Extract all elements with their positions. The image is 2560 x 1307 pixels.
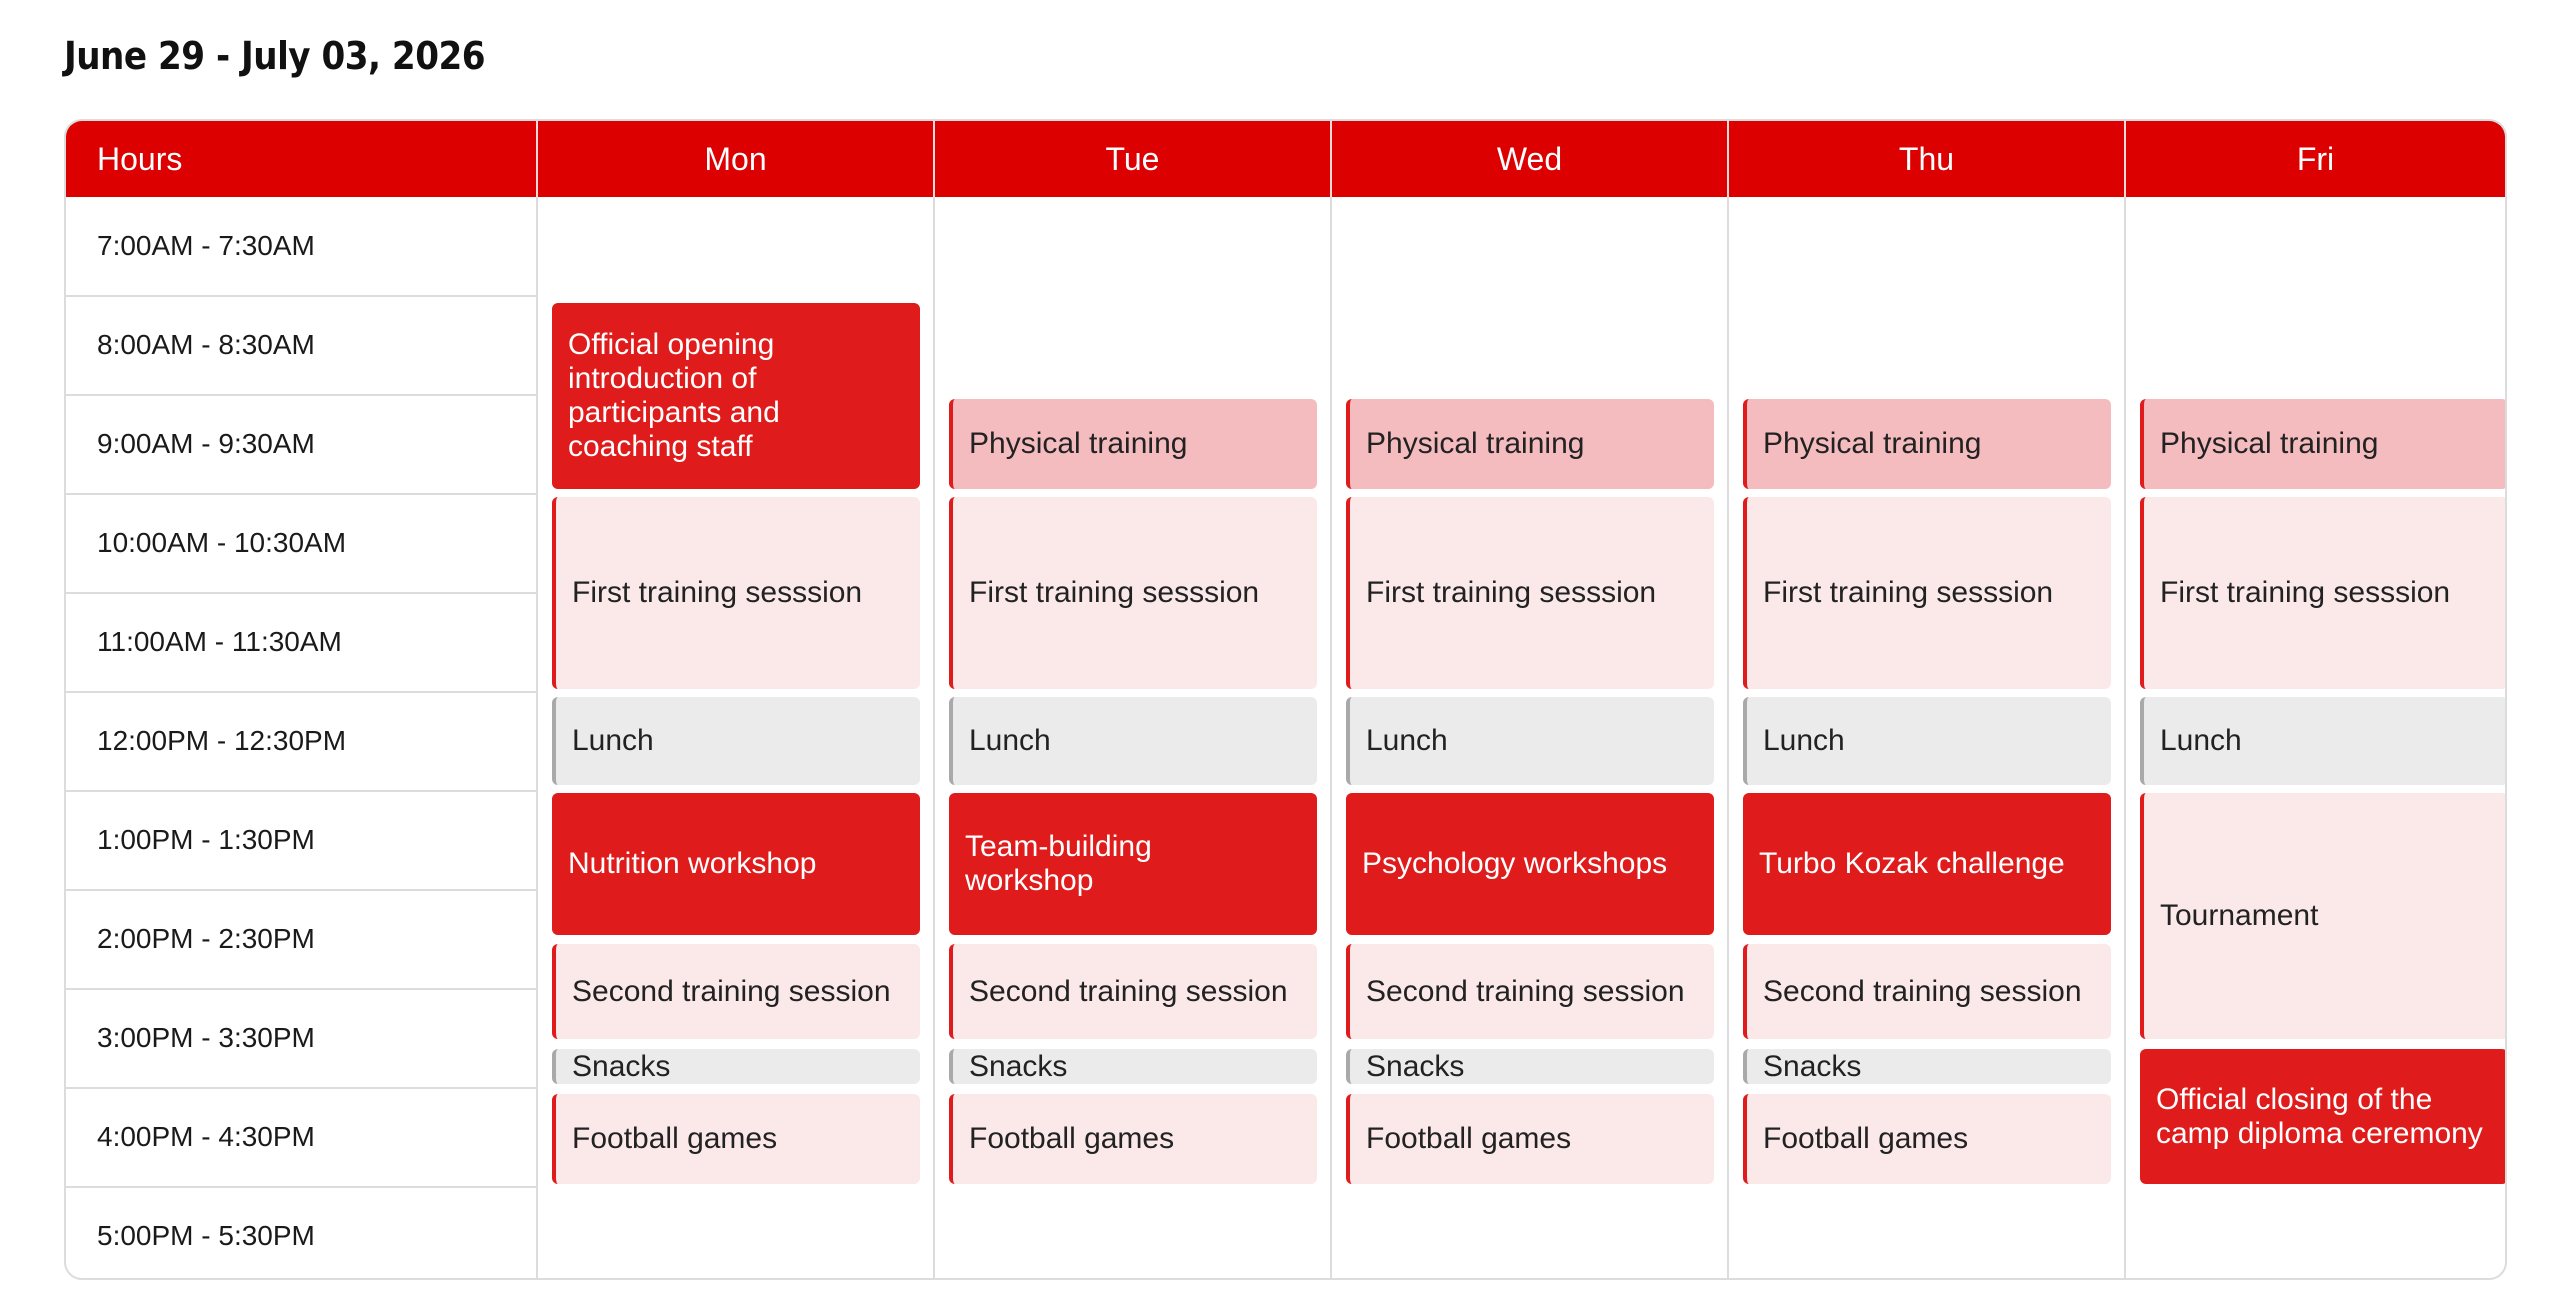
header-divider xyxy=(2124,121,2126,197)
row-divider xyxy=(66,1087,538,1089)
row-divider xyxy=(66,592,538,594)
header-day-tue: Tue xyxy=(1105,141,1160,177)
event-first-training[interactable]: First training sesssion xyxy=(1346,497,1714,689)
header-day-wed: Wed xyxy=(1496,141,1563,177)
header-divider xyxy=(933,121,935,197)
row-divider xyxy=(66,889,538,891)
column-divider xyxy=(1727,197,1729,1278)
event-opening-ceremony[interactable]: Official opening introduction of partici… xyxy=(552,303,920,489)
schedule-table: Hours Mon Tue Wed Thu Fri 7:00AM - 7:30A… xyxy=(64,119,2507,1280)
column-divider xyxy=(1330,197,1332,1278)
time-slot-label: 8:00AM - 8:30AM xyxy=(97,329,315,360)
row-divider xyxy=(66,394,538,396)
event-closing-ceremony[interactable]: Official closing of the camp diploma cer… xyxy=(2140,1049,2505,1184)
time-slot-label: 9:00AM - 9:30AM xyxy=(97,428,315,459)
table-header: Hours Mon Tue Wed Thu Fri xyxy=(66,121,2505,197)
event-first-training[interactable]: First training sesssion xyxy=(2140,497,2505,689)
header-hours: Hours xyxy=(97,141,183,177)
event-football-games[interactable]: Football games xyxy=(949,1094,1317,1184)
time-slot-label: 10:00AM - 10:30AM xyxy=(97,527,347,558)
event-lunch[interactable]: Lunch xyxy=(552,697,920,785)
time-slot-label: 1:00PM - 1:30PM xyxy=(97,824,315,855)
event-first-training[interactable]: First training sesssion xyxy=(949,497,1317,689)
event-lunch[interactable]: Lunch xyxy=(1743,697,2111,785)
event-turbo-kozak-challenge[interactable]: Turbo Kozak challenge xyxy=(1743,793,2111,935)
event-snacks[interactable]: Snacks xyxy=(1743,1049,2111,1084)
header-day-thu: Thu xyxy=(1898,141,1955,177)
column-divider xyxy=(933,197,935,1278)
header-divider xyxy=(1727,121,1729,197)
event-physical-training[interactable]: Physical training xyxy=(1743,399,2111,489)
row-divider xyxy=(66,790,538,792)
event-tournament[interactable]: Tournament xyxy=(2140,793,2505,1039)
row-divider xyxy=(66,691,538,693)
header-divider xyxy=(1330,121,1332,197)
event-snacks[interactable]: Snacks xyxy=(949,1049,1317,1084)
event-physical-training[interactable]: Physical training xyxy=(949,399,1317,489)
time-slot-label: 4:00PM - 4:30PM xyxy=(97,1121,315,1152)
header-day-mon: Mon xyxy=(704,141,767,177)
time-slot-label: 12:00PM - 12:30PM xyxy=(97,725,347,756)
time-slot-label: 3:00PM - 3:30PM xyxy=(97,1022,315,1053)
event-lunch[interactable]: Lunch xyxy=(1346,697,1714,785)
event-physical-training[interactable]: Physical training xyxy=(2140,399,2505,489)
event-psychology-workshops[interactable]: Psychology workshops xyxy=(1346,793,1714,935)
event-physical-training[interactable]: Physical training xyxy=(1346,399,1714,489)
event-nutrition-workshop[interactable]: Nutrition workshop xyxy=(552,793,920,935)
header-divider xyxy=(536,121,538,197)
row-divider xyxy=(66,493,538,495)
event-first-training[interactable]: First training sesssion xyxy=(552,497,920,689)
time-slot-label: 11:00AM - 11:30AM xyxy=(97,626,342,657)
event-second-training[interactable]: Second training session xyxy=(949,944,1317,1039)
page-title: June 29 - July 03, 2026 xyxy=(64,34,486,78)
time-slot-label: 7:00AM - 7:30AM xyxy=(97,230,315,261)
event-first-training[interactable]: First training sesssion xyxy=(1743,497,2111,689)
row-divider xyxy=(66,988,538,990)
time-slot-label: 2:00PM - 2:30PM xyxy=(97,923,315,954)
row-divider xyxy=(66,295,538,297)
time-slot-label: 5:00PM - 5:30PM xyxy=(97,1220,315,1251)
event-second-training[interactable]: Second training session xyxy=(552,944,920,1039)
event-lunch[interactable]: Lunch xyxy=(2140,697,2505,785)
column-divider xyxy=(2124,197,2126,1278)
event-football-games[interactable]: Football games xyxy=(552,1094,920,1184)
event-second-training[interactable]: Second training session xyxy=(1346,944,1714,1039)
event-second-training[interactable]: Second training session xyxy=(1743,944,2111,1039)
event-football-games[interactable]: Football games xyxy=(1743,1094,2111,1184)
event-snacks[interactable]: Snacks xyxy=(552,1049,920,1084)
event-football-games[interactable]: Football games xyxy=(1346,1094,1714,1184)
header-day-fri: Fri xyxy=(2296,141,2335,177)
row-divider xyxy=(66,1186,538,1188)
event-snacks[interactable]: Snacks xyxy=(1346,1049,1714,1084)
event-lunch[interactable]: Lunch xyxy=(949,697,1317,785)
column-divider xyxy=(536,197,538,1278)
event-team-building-workshop[interactable]: Team-building workshop xyxy=(949,793,1317,935)
